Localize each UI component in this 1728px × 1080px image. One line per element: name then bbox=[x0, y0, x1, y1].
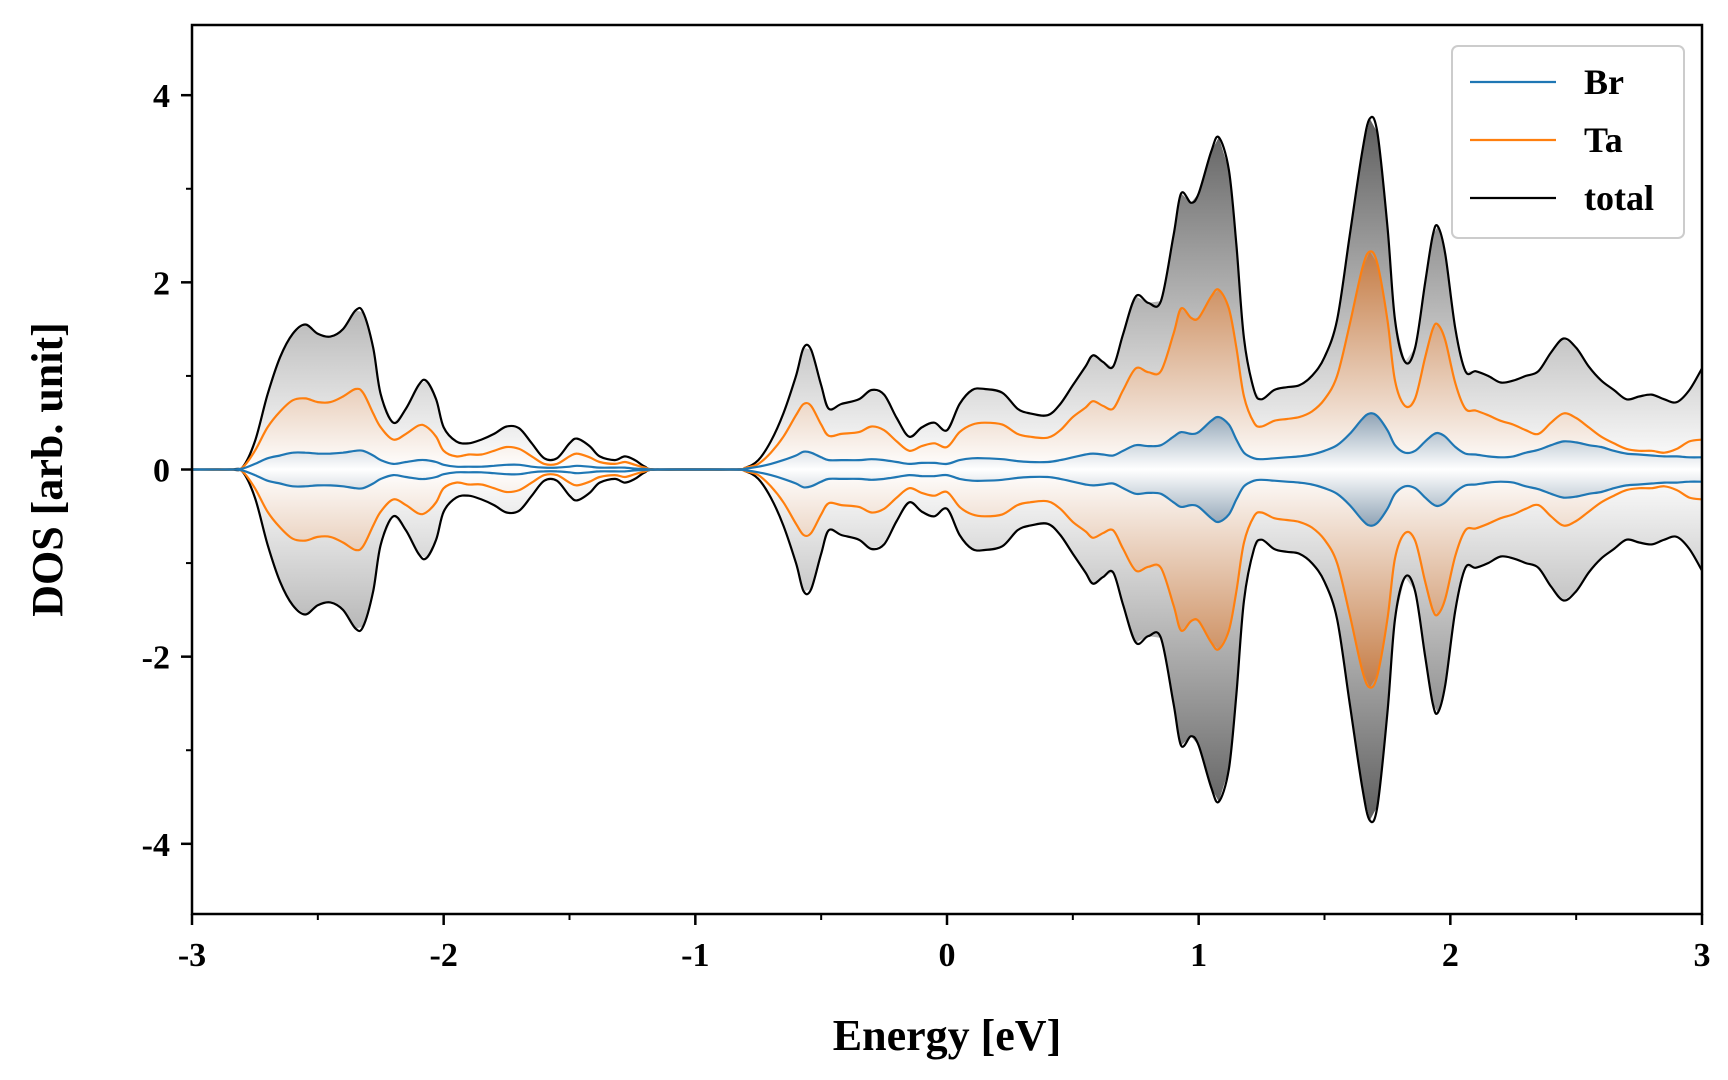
x-tick-label: -3 bbox=[178, 937, 206, 974]
line-ta-down bbox=[191, 468, 1703, 689]
line-br-down bbox=[191, 468, 1703, 527]
series-lines bbox=[191, 115, 1703, 824]
line-total-down bbox=[191, 467, 1703, 824]
axis-ticks: -3 -2 -1 0 1 2 3 -4 -2 0 2 4 bbox=[142, 78, 1711, 974]
y-tick-label: 4 bbox=[153, 78, 170, 115]
x-tick-label: 0 bbox=[939, 937, 956, 974]
legend-label-total: total bbox=[1584, 178, 1654, 218]
series-fills bbox=[192, 118, 1702, 821]
x-axis-title: Energy [eV] bbox=[833, 1011, 1062, 1060]
y-tick-label: 0 bbox=[153, 453, 170, 490]
y-tick-label: 2 bbox=[153, 265, 170, 302]
legend-label-br: Br bbox=[1584, 62, 1624, 102]
line-br-up bbox=[191, 412, 1703, 471]
legend: Br Ta total bbox=[1451, 45, 1685, 239]
y-axis-title: DOS [arb. unit] bbox=[23, 322, 72, 617]
x-tick-label: 1 bbox=[1190, 937, 1207, 974]
y-tick-label: -2 bbox=[142, 640, 170, 677]
fill-br bbox=[192, 413, 1702, 526]
legend-label-ta: Ta bbox=[1584, 120, 1623, 160]
x-tick-label: 3 bbox=[1694, 937, 1711, 974]
x-tick-label: -2 bbox=[430, 937, 458, 974]
x-tick-label: -1 bbox=[681, 937, 709, 974]
x-tick-label: 2 bbox=[1442, 937, 1459, 974]
legend-box bbox=[1451, 45, 1685, 239]
line-ta-up bbox=[191, 250, 1703, 471]
y-tick-label: -4 bbox=[142, 827, 170, 864]
line-total-up bbox=[191, 115, 1703, 472]
